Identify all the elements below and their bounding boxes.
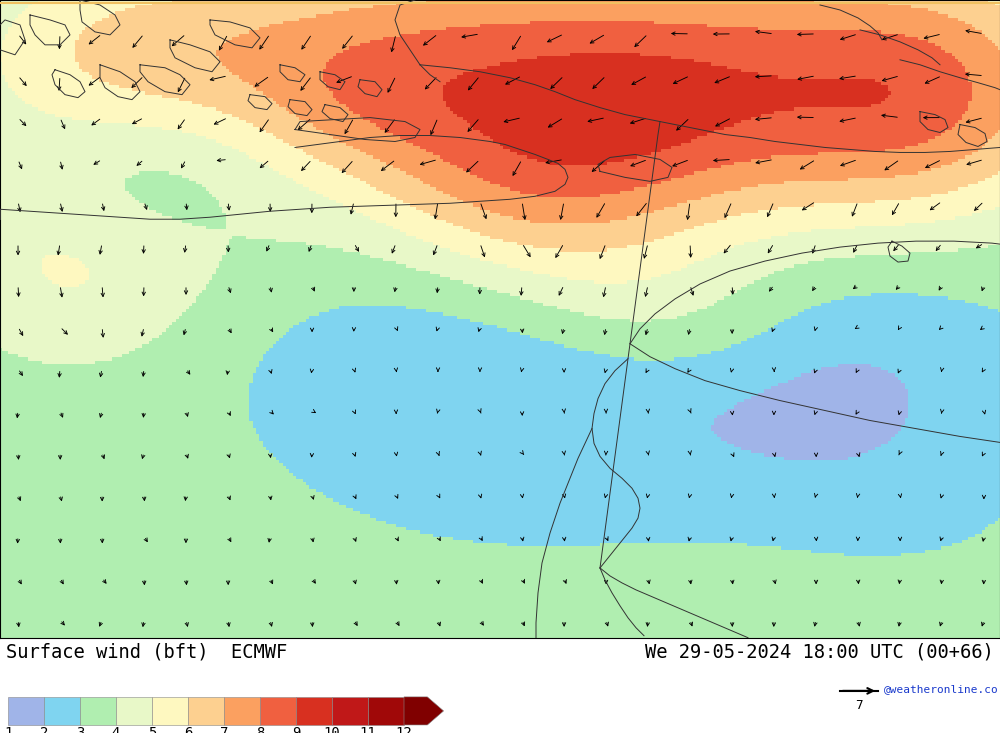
Bar — [188, 697, 224, 725]
Text: 8: 8 — [256, 726, 264, 733]
Text: 1: 1 — [4, 726, 12, 733]
Polygon shape — [404, 697, 444, 725]
Text: 9: 9 — [292, 726, 300, 733]
Text: Surface wind (bft)  ECMWF: Surface wind (bft) ECMWF — [6, 643, 287, 662]
Text: @weatheronline.co.uk: @weatheronline.co.uk — [884, 684, 1000, 694]
Bar — [332, 697, 368, 725]
Bar — [368, 697, 404, 725]
Text: 10: 10 — [324, 726, 340, 733]
Bar — [116, 697, 152, 725]
Bar — [44, 697, 80, 725]
Bar — [80, 697, 116, 725]
Bar — [296, 697, 332, 725]
Bar — [260, 697, 296, 725]
Text: 6: 6 — [184, 726, 192, 733]
Bar — [224, 697, 260, 725]
Text: 4: 4 — [112, 726, 120, 733]
Text: 12: 12 — [396, 726, 412, 733]
Text: 3: 3 — [76, 726, 84, 733]
Text: We 29-05-2024 18:00 UTC (00+66): We 29-05-2024 18:00 UTC (00+66) — [645, 643, 994, 662]
Text: 2: 2 — [40, 726, 48, 733]
Text: 7: 7 — [855, 699, 863, 712]
Bar — [8, 697, 44, 725]
Bar — [152, 697, 188, 725]
Text: 11: 11 — [360, 726, 376, 733]
Text: 5: 5 — [148, 726, 156, 733]
Text: 7: 7 — [220, 726, 228, 733]
